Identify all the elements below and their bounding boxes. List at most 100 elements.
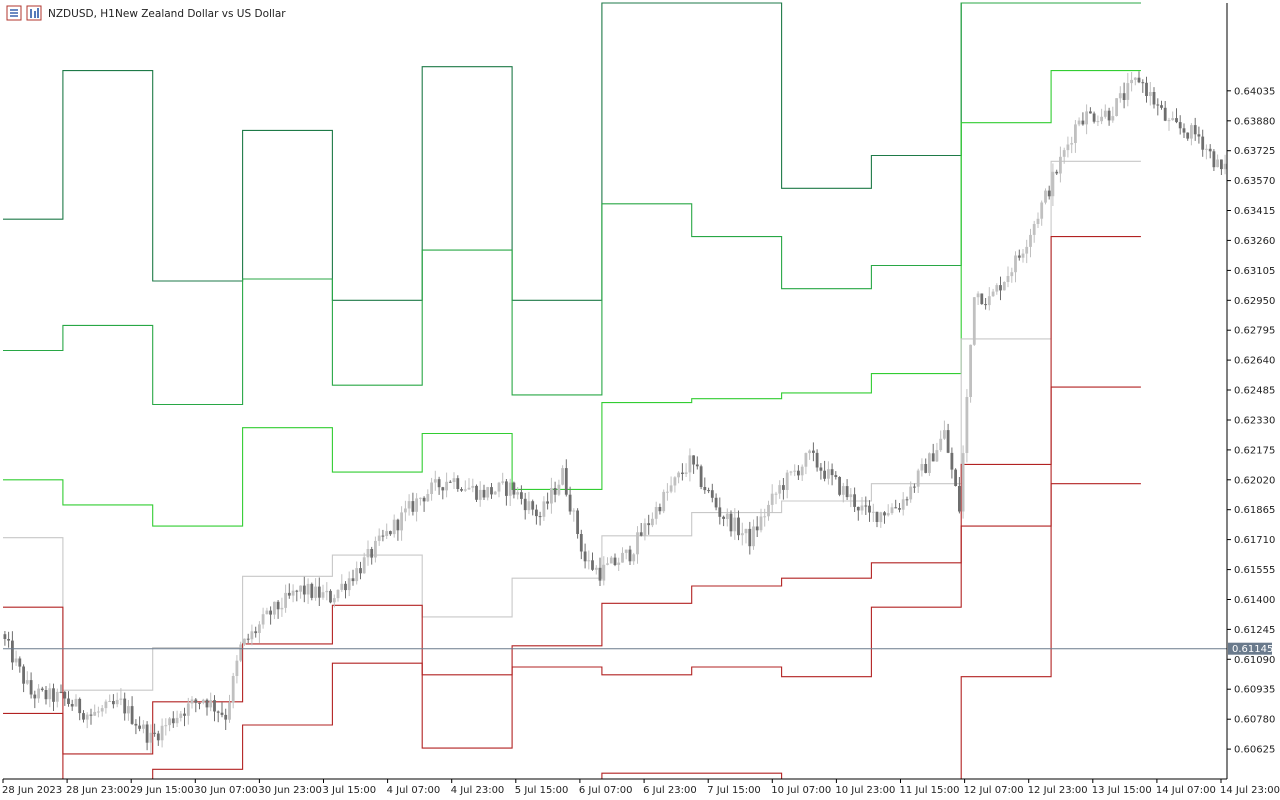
candle — [1010, 267, 1014, 283]
chart-type-icon[interactable] — [26, 5, 42, 21]
candle — [871, 503, 875, 522]
candle — [546, 492, 549, 510]
candle — [119, 688, 123, 706]
candle — [1141, 79, 1145, 93]
y-tick-label: 0.60625 — [1234, 745, 1275, 756]
x-tick-label: 29 Jun 15:00 — [130, 785, 194, 796]
candle — [703, 477, 707, 494]
candle — [523, 492, 527, 520]
candle — [422, 496, 426, 512]
candle — [579, 529, 583, 560]
candle — [385, 523, 389, 539]
candle — [763, 508, 767, 527]
candle — [112, 694, 115, 709]
candle — [1103, 104, 1107, 119]
y-tick-label: 0.63105 — [1234, 266, 1275, 277]
candle — [894, 499, 898, 509]
candle — [40, 686, 44, 692]
candle — [931, 443, 935, 462]
candle — [415, 493, 418, 522]
candle — [463, 480, 467, 492]
pivot-line-p — [3, 160, 1141, 691]
candle — [987, 287, 991, 311]
candle — [594, 565, 598, 575]
candle — [359, 561, 362, 580]
candle — [1051, 163, 1055, 206]
pivot-line-s1 — [3, 236, 1141, 755]
candle — [1062, 147, 1066, 164]
candle — [310, 582, 314, 601]
candle — [613, 553, 617, 567]
candle — [82, 710, 85, 723]
candle — [909, 481, 913, 503]
candle — [1205, 144, 1208, 160]
pivot-lines — [3, 2, 1141, 780]
candle — [838, 476, 841, 497]
candle — [115, 692, 119, 708]
candle — [609, 555, 613, 564]
candles — [3, 71, 1227, 754]
candle — [636, 526, 639, 564]
candle — [29, 672, 33, 699]
candle — [830, 463, 834, 486]
candle — [853, 487, 856, 512]
candle — [11, 631, 14, 670]
candle — [654, 501, 658, 525]
candle — [52, 683, 55, 711]
candle — [1059, 146, 1062, 183]
menu-icon[interactable] — [6, 5, 22, 21]
x-tick-label: 4 Jul 07:00 — [387, 785, 441, 796]
candle — [78, 697, 82, 721]
candle — [916, 468, 920, 493]
candle — [452, 472, 456, 489]
candle — [834, 471, 838, 480]
x-tick-label: 12 Jul 07:00 — [964, 785, 1024, 796]
candle — [67, 691, 70, 707]
candle — [1025, 239, 1029, 264]
candle — [864, 496, 868, 515]
candle — [1021, 249, 1025, 263]
candle — [246, 633, 250, 643]
candle — [362, 552, 366, 574]
candle — [168, 717, 171, 732]
candle — [250, 624, 254, 646]
candle — [550, 477, 553, 514]
y-tick-label: 0.60780 — [1234, 715, 1275, 726]
candle — [647, 514, 651, 535]
current-price-label: 0.61145 — [1232, 644, 1273, 655]
candle — [752, 519, 755, 550]
x-tick-label: 11 Jul 15:00 — [900, 785, 960, 796]
candle — [718, 497, 722, 525]
candle — [542, 496, 546, 521]
candle — [1171, 111, 1175, 121]
candle — [1156, 98, 1160, 116]
candle — [1055, 169, 1059, 175]
candle — [725, 508, 729, 527]
x-tick-label: 14 Jul 07:00 — [1156, 785, 1216, 796]
candle — [134, 719, 138, 735]
candle — [841, 482, 845, 503]
candle — [886, 504, 890, 517]
candle — [1085, 104, 1088, 135]
candle — [63, 690, 67, 706]
candle — [827, 461, 830, 485]
candle — [138, 716, 141, 732]
y-tick-label: 0.63570 — [1234, 176, 1275, 187]
candle — [467, 478, 471, 490]
x-tick-label: 12 Jul 23:00 — [1028, 785, 1088, 796]
candle — [1070, 136, 1074, 154]
candle — [1133, 77, 1137, 86]
x-tick-label: 7 Jul 15:00 — [707, 785, 761, 796]
candle — [800, 464, 804, 481]
candle — [1182, 123, 1186, 138]
candle — [1092, 111, 1096, 124]
candle — [209, 692, 213, 712]
candle — [164, 718, 168, 736]
candle — [905, 496, 909, 506]
candle — [194, 698, 198, 713]
candle — [969, 344, 972, 403]
candle — [658, 503, 662, 515]
candle — [18, 656, 22, 673]
candle — [1137, 71, 1141, 84]
